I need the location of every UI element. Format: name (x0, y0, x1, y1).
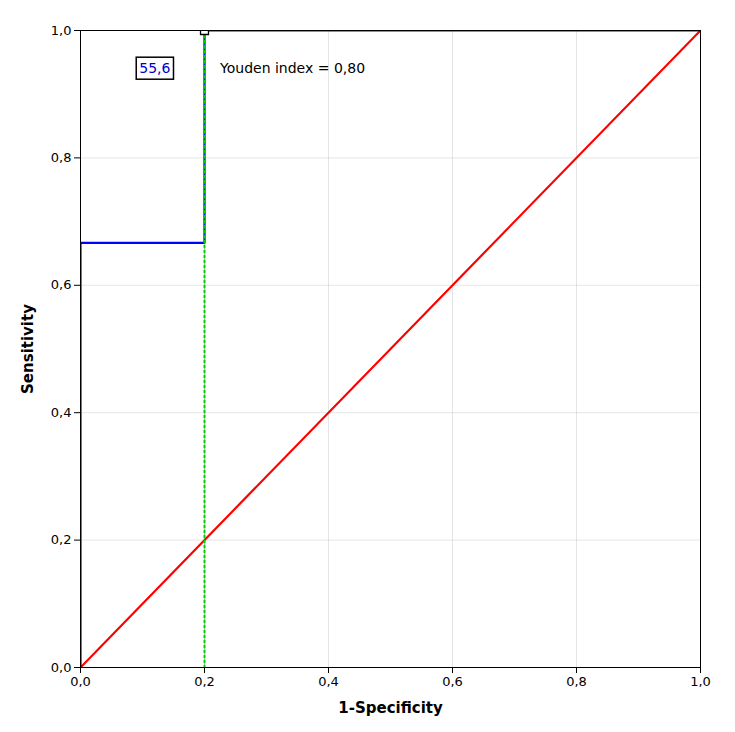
svg-text:0,4: 0,4 (51, 405, 72, 420)
svg-text:1,0: 1,0 (51, 23, 72, 38)
svg-text:0,6: 0,6 (442, 674, 463, 689)
svg-text:55,6: 55,6 (139, 60, 170, 76)
svg-text:0,2: 0,2 (194, 674, 215, 689)
svg-text:0,4: 0,4 (318, 674, 339, 689)
svg-text:0,8: 0,8 (51, 150, 72, 165)
svg-text:Youden index = 0,80: Youden index = 0,80 (219, 60, 365, 76)
svg-text:Sensitivity: Sensitivity (19, 304, 37, 394)
svg-text:0,0: 0,0 (70, 674, 91, 689)
svg-text:1-Specificity: 1-Specificity (338, 699, 443, 717)
svg-text:0,2: 0,2 (51, 532, 72, 547)
svg-text:1,0: 1,0 (690, 674, 711, 689)
svg-text:0,6: 0,6 (51, 277, 72, 292)
svg-text:0,0: 0,0 (51, 660, 72, 675)
svg-text:0,8: 0,8 (566, 674, 587, 689)
